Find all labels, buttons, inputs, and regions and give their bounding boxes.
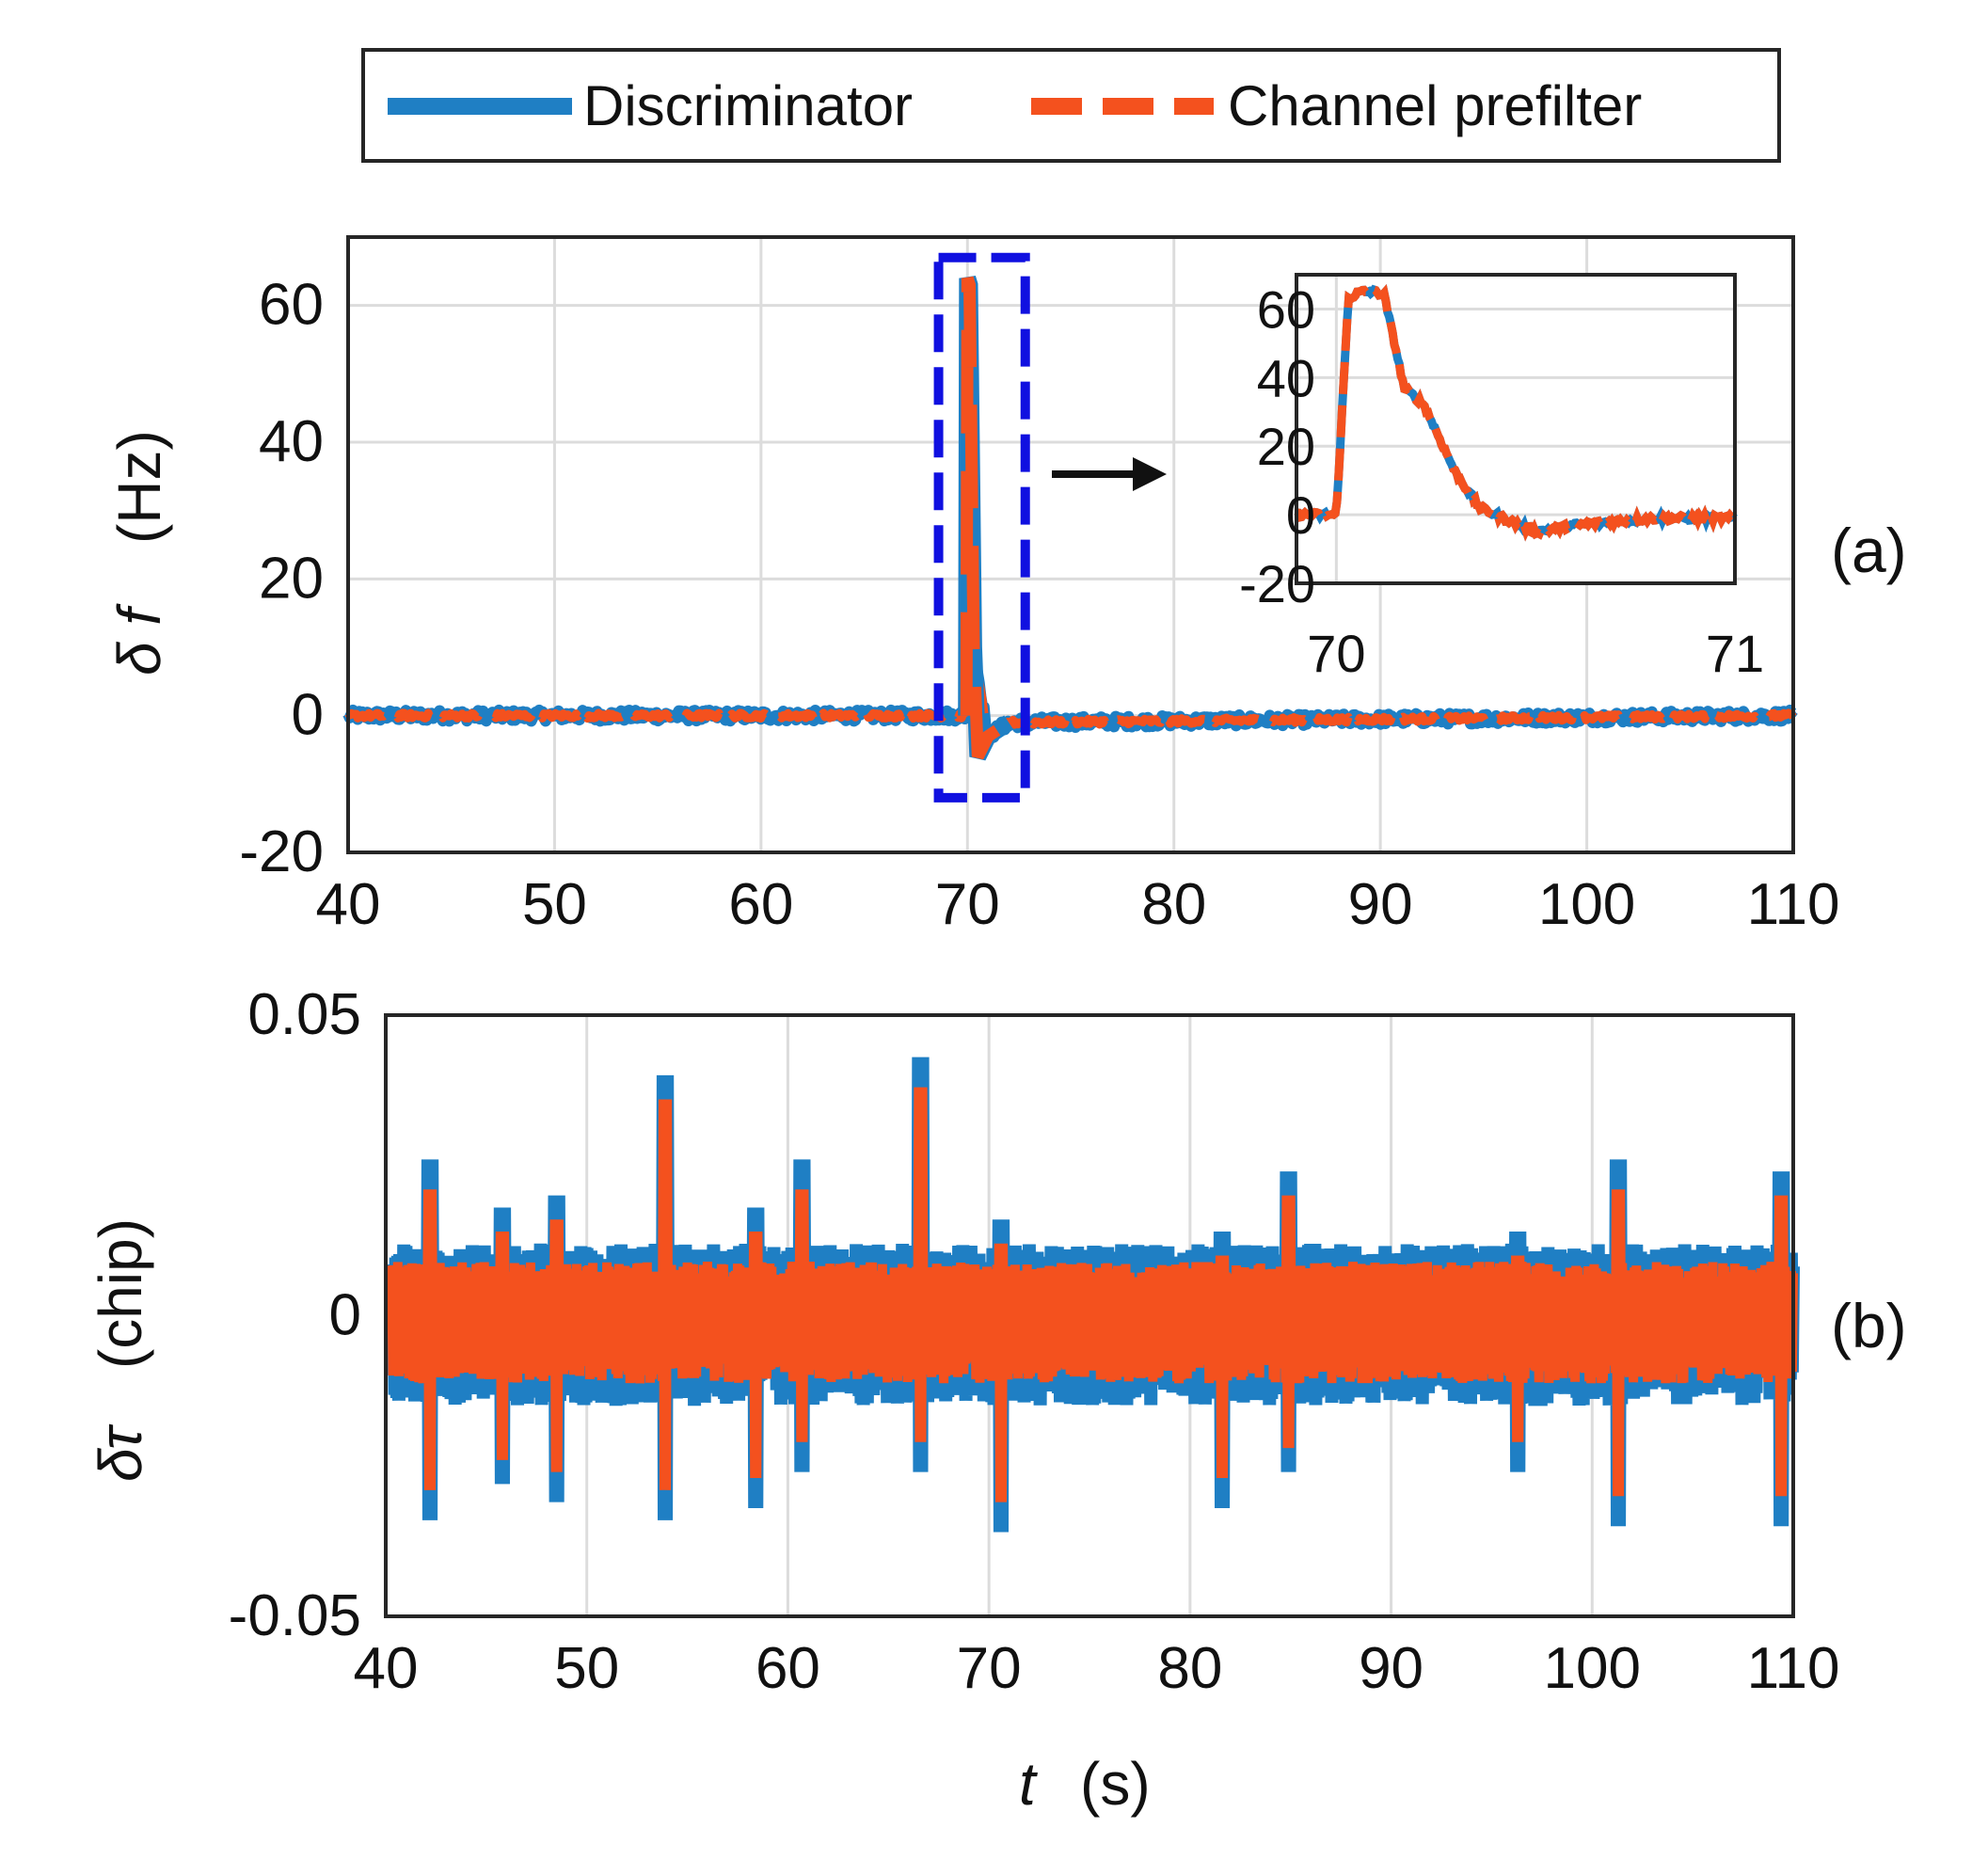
y-tick-label-0: 0 [329, 1283, 361, 1348]
x-tick-label-50: 50 [522, 872, 587, 937]
y-tick-label-40: 40 [1257, 348, 1315, 407]
legend-label-discriminator: Discriminator [583, 74, 913, 137]
x-tick-label-70: 70 [957, 1636, 1022, 1701]
x-tick-label-100: 100 [1538, 872, 1635, 937]
panel-b-series [384, 1057, 1800, 1533]
inset-series [1294, 284, 1738, 542]
panel-b-frame [384, 1013, 1795, 1618]
series-line-channel-prefilter [344, 275, 1797, 739]
inset-background [1296, 275, 1735, 583]
y-tick-label-0: 0 [292, 683, 324, 748]
x-tick-label-80: 80 [1157, 1636, 1222, 1701]
x-tick-label-110: 110 [1747, 872, 1840, 937]
panel-b-y-ticks: -0.05 0 0.05 [229, 982, 361, 1648]
x-tick-label-80: 80 [1141, 872, 1206, 937]
x-tick-label-50: 50 [554, 1636, 619, 1701]
y-tick-label-60: 60 [1257, 279, 1315, 339]
panel-a-y-axis-unit: (Hz) [105, 430, 173, 544]
x-tick-label-40: 40 [354, 1636, 419, 1701]
panel-a-y-ticks: -20 0 20 40 60 [239, 273, 324, 884]
panel-a-x-ticks: 40 50 60 70 80 90 100 110 [316, 872, 1840, 937]
x-tick-label-60: 60 [728, 872, 793, 937]
inset-y-ticks: -20 0 20 40 60 [1239, 279, 1315, 613]
panel-b-y-axis-title: δτ (chip) [87, 1218, 154, 1482]
panel-label-b: (b) [1831, 1291, 1907, 1360]
y-tick-label-20: 20 [259, 546, 324, 611]
y-tick-label-20: 20 [1257, 417, 1315, 476]
y-tick-label--20: -20 [1239, 554, 1315, 613]
legend: Discriminator Channel prefilter [361, 48, 1781, 163]
panel-b-x-ticks: 40 50 60 70 80 90 100 110 [354, 1636, 1840, 1701]
x-tick-label-40: 40 [316, 872, 381, 937]
spike-channel-prefilter [960, 276, 1012, 760]
x-tick-label-90: 90 [1359, 1636, 1423, 1701]
series-line-channel-prefilter-b [386, 1087, 1798, 1502]
x-tick-label-90: 90 [1348, 872, 1413, 937]
inset-x-ticks: 70 71 [1307, 624, 1764, 683]
x-tick-label-110: 110 [1747, 1636, 1840, 1701]
y-tick-label-60: 60 [259, 273, 324, 338]
x-tick-label-70: 70 [935, 872, 1000, 937]
panel-a: 40 50 60 70 80 90 100 110 -20 0 20 40 60 -20 0 20 40 60… [105, 235, 1907, 937]
y-tick-label-40: 40 [259, 409, 324, 474]
panel-b-y-axis-symbol: δτ [87, 1423, 154, 1482]
inset-frame [1295, 273, 1737, 585]
x-axis-title: t (s) [1019, 1750, 1151, 1818]
panel-b-y-axis-unit: (chip) [87, 1218, 154, 1369]
y-tick-label--0.05: -0.05 [229, 1583, 361, 1648]
y-tick-label-0: 0 [1286, 485, 1315, 545]
x-tick-label-71: 71 [1706, 624, 1764, 683]
panel-a-y-axis-title: δ f (Hz) [105, 430, 173, 676]
x-axis-symbol: t [1019, 1750, 1038, 1818]
panel-label-a: (a) [1831, 516, 1907, 585]
panel-a-frame [346, 235, 1795, 854]
arrow-icon [1052, 457, 1167, 491]
x-tick-label-60: 60 [755, 1636, 820, 1701]
panel-a-y-axis-symbol: δ f [105, 603, 173, 676]
x-tick-label-100: 100 [1544, 1636, 1641, 1701]
panel-b: 40 50 60 70 80 90 100 110 -0.05 0 0.05 (b) δτ (ch… [87, 982, 1907, 1818]
x-tick-label-70: 70 [1307, 624, 1365, 683]
panel-a-series [342, 275, 1798, 761]
highlight-box [933, 252, 1030, 803]
x-axis-unit: (s) [1080, 1750, 1151, 1818]
legend-label-channel-prefilter: Channel prefilter [1228, 74, 1642, 137]
inset-series-channel-prefilter [1294, 284, 1738, 542]
inset-plot: -20 0 20 40 60 70 71 [1239, 273, 1764, 683]
y-tick-label--20: -20 [239, 819, 324, 884]
y-tick-label-0.05: 0.05 [247, 982, 361, 1047]
